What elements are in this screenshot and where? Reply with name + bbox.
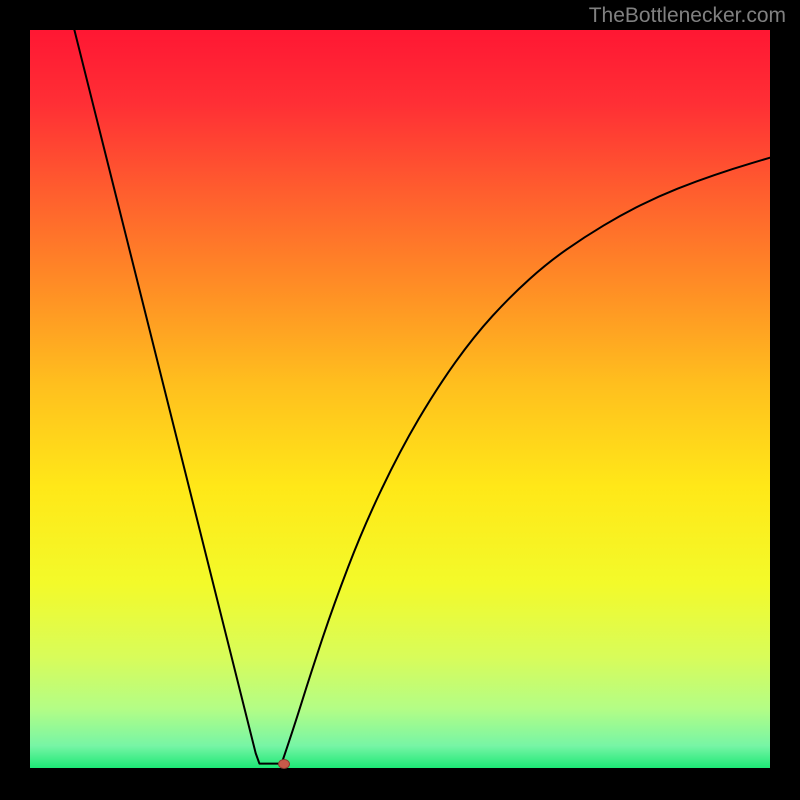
plot-area xyxy=(30,30,770,768)
watermark-text: TheBottlenecker.com xyxy=(589,4,786,28)
chart-frame: TheBottlenecker.com xyxy=(0,0,800,800)
bottleneck-curve xyxy=(30,30,770,768)
optimal-point-marker xyxy=(278,759,290,769)
